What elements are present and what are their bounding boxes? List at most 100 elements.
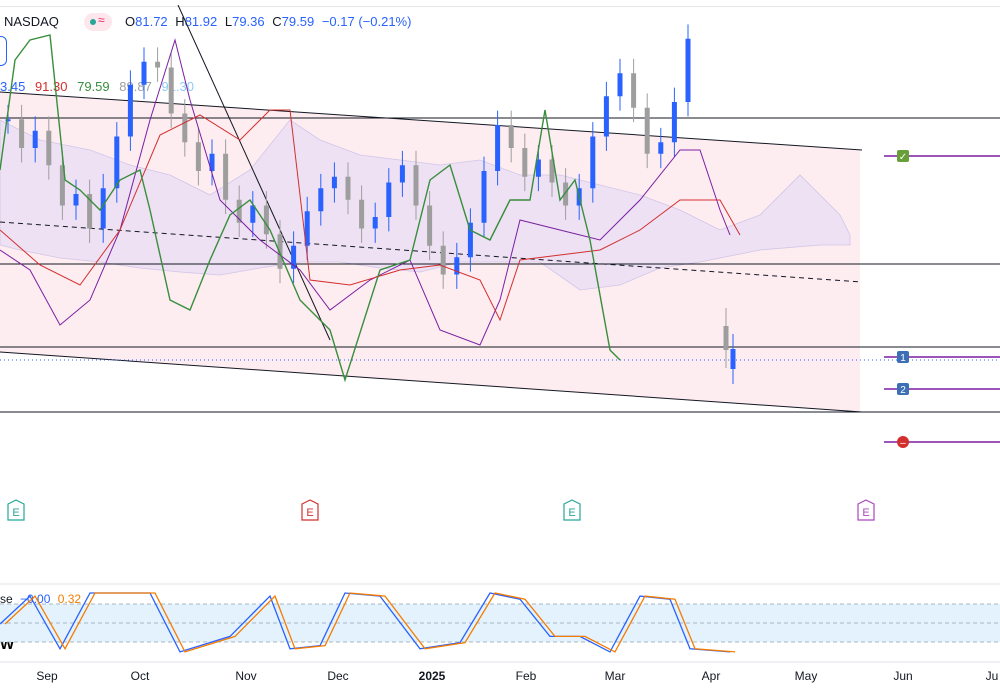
candle-body [631, 73, 637, 108]
candle-body [141, 61, 147, 85]
close-label: C [272, 14, 282, 29]
earnings-marker-label: E [568, 507, 575, 519]
candle-body [730, 349, 736, 369]
x-axis-tick-label: Ju [986, 669, 999, 683]
order-marker[interactable] [897, 351, 909, 363]
candle-body [454, 257, 460, 275]
candle-body [549, 159, 555, 183]
candle-body [168, 67, 174, 114]
earnings-marker-label: E [862, 507, 869, 519]
candle-body [114, 136, 120, 189]
x-axis-tick-label: May [795, 669, 818, 683]
candle-body [522, 148, 528, 177]
candle-body [658, 142, 664, 154]
kijun-line [0, 109, 741, 322]
open-value: 81.72 [135, 14, 168, 29]
candle-body [723, 326, 729, 350]
candle-body [467, 222, 473, 258]
candle-body [590, 136, 596, 189]
high-value: 81.92 [184, 14, 218, 29]
candle-body [535, 159, 541, 177]
ichimoku-value-2: 91.30 [34, 79, 68, 94]
candle-body [59, 165, 65, 206]
x-axis-tick-label: 2025 [419, 669, 446, 683]
low-label: L [224, 14, 233, 29]
candle-body [87, 194, 93, 229]
earnings-marker-icon[interactable] [857, 499, 875, 521]
candle-body [685, 38, 691, 102]
candle-body [318, 188, 324, 212]
candle-body [427, 205, 433, 246]
candle-body [331, 176, 337, 189]
candle-body [277, 234, 283, 269]
candle-body [440, 245, 446, 275]
candle-body [236, 199, 242, 223]
candle-body [195, 142, 201, 171]
earnings-marker-icon[interactable] [301, 499, 319, 521]
candle-body [182, 113, 188, 143]
close-value: 79.59 [281, 14, 315, 29]
x-axis-tick-label: Feb [516, 669, 537, 683]
candle-body [73, 194, 79, 206]
candle-body [250, 205, 256, 223]
stoch-d-value: 0.32 [57, 592, 82, 606]
candle-body [617, 73, 623, 97]
candle-body [495, 125, 501, 171]
ohlc-legend: O81.72 H81.92 L79.36 C79.59 −0.17 (−0.21… [125, 14, 411, 29]
order-marker[interactable] [897, 436, 909, 448]
order-marker-label: 1 [900, 353, 906, 364]
candle-body [5, 119, 11, 122]
ichimoku-cloud [0, 119, 851, 291]
order-marker-label: ✓ [899, 152, 907, 163]
low-value: 79.36 [232, 14, 265, 29]
candle-body [304, 211, 310, 246]
stoch-label: se [0, 592, 13, 606]
candle-body [671, 102, 677, 143]
candle-body [345, 176, 351, 200]
top-toolbar-edge [0, 0, 1000, 7]
order-marker[interactable] [897, 383, 909, 395]
candle-body [32, 130, 38, 148]
candle-body [127, 84, 133, 137]
ichimoku-value-1: 3.45 [0, 79, 26, 94]
candle-body [386, 182, 392, 217]
candle-body [372, 217, 378, 229]
candle-body [155, 61, 161, 68]
candle-body [563, 182, 569, 206]
candle-body [399, 165, 405, 183]
candle-body [100, 188, 106, 229]
x-axis-tick-label: Jun [893, 669, 912, 683]
channel-mid-line[interactable] [0, 221, 863, 283]
symbol-legend: NASDAQ [4, 14, 59, 29]
x-axis-tick-label: Dec [327, 669, 348, 683]
channel-lower-line[interactable] [0, 351, 863, 413]
earnings-marker-label: E [12, 507, 19, 519]
x-axis-tick-label: Sep [36, 669, 58, 683]
order-marker-label: – [900, 438, 906, 449]
candle-body [223, 153, 229, 200]
earnings-marker-label: E [306, 507, 313, 519]
candle-body [263, 205, 269, 235]
candle-body [644, 107, 650, 154]
market-open-dot-icon [90, 19, 96, 25]
candle-body [481, 171, 487, 223]
earnings-marker-icon[interactable] [563, 499, 581, 521]
candle-body [508, 125, 514, 148]
x-axis-tick-label: Nov [235, 669, 256, 683]
earnings-marker-icon[interactable] [7, 499, 25, 521]
candle-body [209, 153, 215, 171]
market-status-badge[interactable]: ≈ [84, 13, 112, 31]
order-marker[interactable] [897, 150, 909, 162]
candle-body [46, 130, 52, 166]
change-value: −0.17 (−0.21%) [321, 14, 412, 29]
ichimoku-value-3: 79.59 [77, 79, 110, 94]
x-axis-tick-label: Apr [702, 669, 721, 683]
high-label: H [175, 14, 185, 29]
channel-upper-line[interactable] [0, 91, 863, 151]
trend-line[interactable] [177, 4, 331, 341]
symbol-name: NASDAQ [4, 14, 59, 29]
delayed-data-icon: ≈ [98, 13, 105, 27]
candle-body [19, 119, 25, 148]
x-axis-tick-label: Mar [605, 669, 626, 683]
